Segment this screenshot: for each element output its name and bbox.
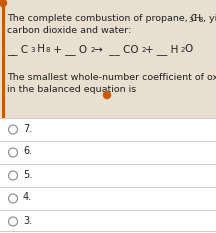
Text: 8: 8 xyxy=(198,17,203,23)
Bar xyxy=(0,118,216,233)
Text: The smallest whole-number coefficient of oxygen: The smallest whole-number coefficient of… xyxy=(7,73,216,82)
Text: in the balanced equation is: in the balanced equation is xyxy=(7,85,136,94)
Bar xyxy=(0,0,216,118)
Text: , yields: , yields xyxy=(203,14,216,23)
Text: H: H xyxy=(34,44,45,54)
Text: 2: 2 xyxy=(141,48,146,54)
Text: 8: 8 xyxy=(46,48,50,54)
Text: 3: 3 xyxy=(30,48,35,54)
Circle shape xyxy=(0,0,6,7)
Text: O: O xyxy=(184,44,192,54)
Text: + __ H: + __ H xyxy=(145,44,178,55)
Bar xyxy=(2,0,5,118)
Text: + __ O: + __ O xyxy=(50,44,87,55)
Text: __ C: __ C xyxy=(7,44,28,55)
Text: 7.: 7. xyxy=(23,123,32,134)
Text: 2: 2 xyxy=(91,48,95,54)
Text: carbon dioxide and water:: carbon dioxide and water: xyxy=(7,26,131,35)
Text: The complete combustion of propane, C: The complete combustion of propane, C xyxy=(7,14,197,23)
Text: H: H xyxy=(193,14,200,23)
Text: 6.: 6. xyxy=(23,147,32,157)
Text: 2: 2 xyxy=(180,48,184,54)
Text: 3: 3 xyxy=(189,17,193,23)
Text: →  __ CO: → __ CO xyxy=(94,44,139,55)
Text: 3.: 3. xyxy=(23,216,32,226)
Circle shape xyxy=(103,92,111,99)
Text: 4.: 4. xyxy=(23,192,32,202)
Text: 5.: 5. xyxy=(23,169,32,179)
